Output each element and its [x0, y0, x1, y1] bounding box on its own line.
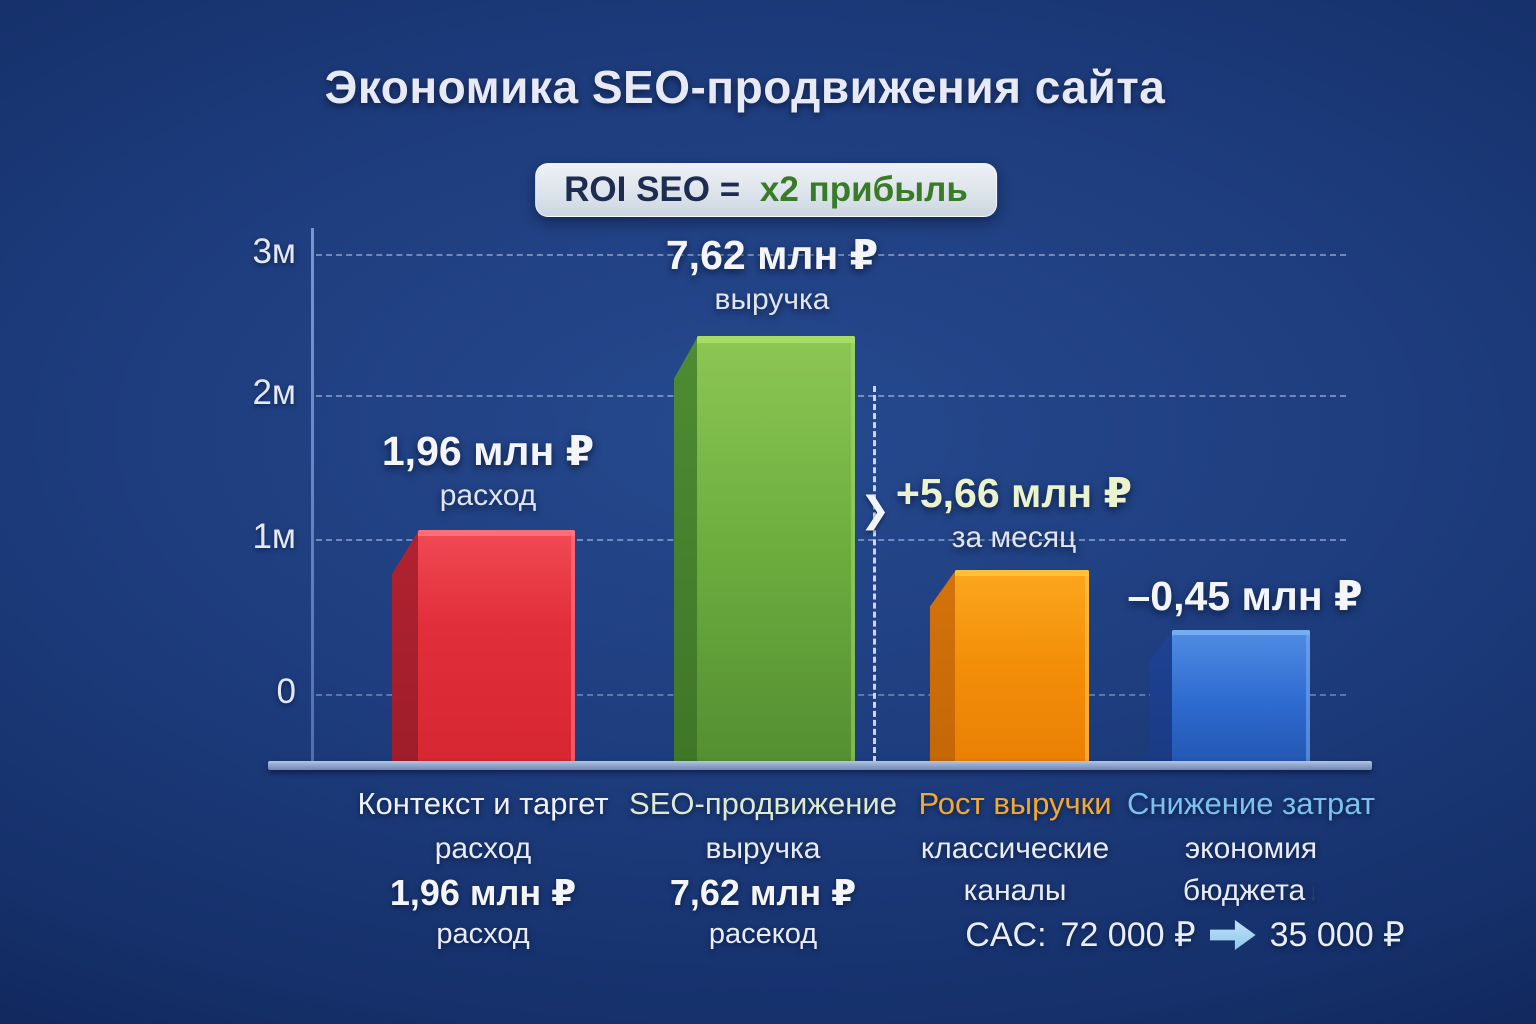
category-context-line3: расход	[436, 918, 530, 950]
savings-value: –0,45 млн ₽	[1127, 573, 1363, 619]
y-tick-1m: 1м	[252, 517, 296, 556]
roi-badge-highlight: x2 прибыль	[759, 170, 968, 209]
category-seo-line3: расекод	[708, 918, 818, 950]
bar-context	[418, 530, 575, 762]
bar-context-side	[392, 530, 419, 762]
category-growth: Рост выручки классические каналы	[880, 786, 1150, 907]
roi-badge: ROI SEO = x2 прибыль	[535, 163, 997, 217]
category-seo: SEO-продвижение выручка 7,62 млн ₽ расек…	[623, 786, 903, 950]
bar-growth	[955, 570, 1089, 762]
y-tick-2m: 2м	[252, 373, 296, 412]
arrow-right-icon	[1209, 920, 1256, 950]
bar-seo-side	[674, 336, 698, 762]
roi-badge-prefix: ROI SEO =	[564, 170, 741, 209]
cac-to: 35 000 ₽	[1269, 916, 1405, 954]
context-value-sub: расход	[439, 479, 537, 513]
y-tick-0: 0	[276, 672, 296, 711]
category-seo-title: SEO-продвижение	[629, 786, 897, 821]
x-axis-baseline	[268, 761, 1372, 770]
dashed-divider-line	[873, 386, 876, 762]
cac-from: 72 000 ₽	[1060, 916, 1196, 954]
category-savings: Снижение затрат экономия бюджета↓	[1116, 786, 1386, 907]
context-value: 1,96 млн ₽	[381, 428, 595, 474]
category-seo-line1: выручка	[705, 832, 821, 865]
page-title: Экономика SEO-продвижения сайта	[324, 61, 1166, 113]
bar-seo	[697, 336, 855, 762]
category-context: Контекст и таргет расход 1,96 млн ₽ расх…	[343, 786, 623, 950]
category-context-line1: расход	[434, 832, 532, 865]
category-savings-line2: бюджета↓	[1116, 874, 1386, 908]
y-tick-3m: 3м	[252, 232, 296, 271]
category-growth-line1: классические	[920, 832, 1110, 865]
seo-value-sub: выручка	[714, 283, 830, 317]
context-value-label: 1,96 млн ₽ расход	[358, 428, 618, 513]
gridline-3m	[316, 254, 1346, 256]
cac-line: CAC: 72 000 ₽ 35 000 ₽	[950, 915, 1420, 955]
category-context-title: Контекст и таргет	[357, 786, 609, 821]
category-savings-title: Снижение затрат	[1126, 786, 1376, 821]
delta-value: +5,66 млн ₽	[895, 470, 1133, 516]
bar-savings-side	[1150, 630, 1173, 762]
chevron-right-icon: ❯	[860, 489, 891, 530]
delta-value-label: +5,66 млн ₽ за месяц	[878, 470, 1150, 555]
savings-value-label: –0,45 млн ₽	[1108, 573, 1382, 619]
delta-value-sub: за месяц	[951, 521, 1077, 555]
bar-growth-side	[930, 570, 956, 762]
bar-savings	[1172, 630, 1310, 762]
category-savings-line1: экономия	[1184, 832, 1318, 865]
y-axis-line	[311, 228, 314, 765]
category-growth-line2: каналы	[963, 874, 1067, 907]
category-seo-value: 7,62 млн ₽	[669, 872, 857, 913]
category-growth-title: Рост выручки	[918, 786, 1112, 821]
seo-value: 7,62 млн ₽	[665, 232, 879, 278]
seo-value-label: 7,62 млн ₽ выручка	[640, 232, 904, 317]
arrow-down-icon: ↓	[1307, 879, 1320, 906]
cac-label: CAC:	[965, 915, 1047, 954]
category-context-value: 1,96 млн ₽	[389, 872, 577, 913]
category-savings-budget: бюджета	[1182, 874, 1306, 907]
